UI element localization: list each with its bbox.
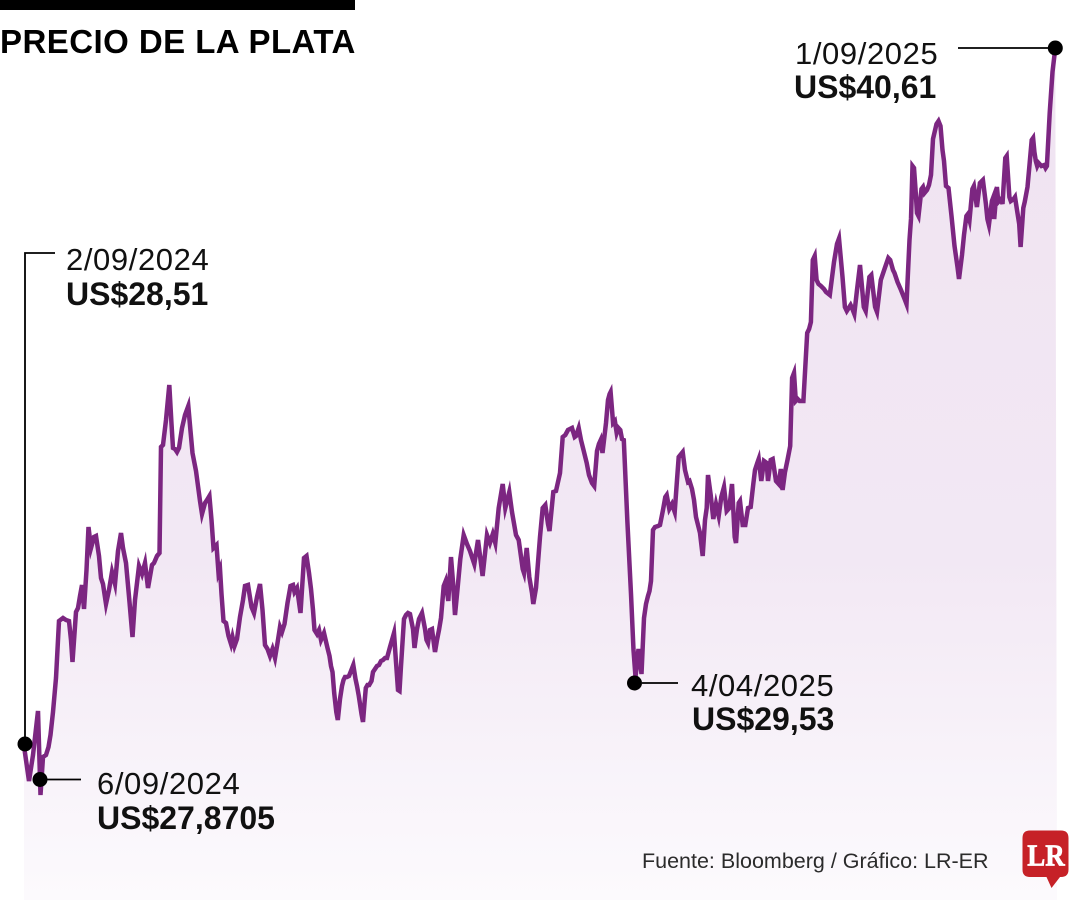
svg-text:US$28,51: US$28,51 [66,276,208,312]
svg-text:US$29,53: US$29,53 [692,701,834,737]
svg-text:4/04/2025: 4/04/2025 [691,668,834,703]
svg-text:6/09/2024: 6/09/2024 [97,766,240,801]
svg-text:LR: LR [1027,839,1065,873]
svg-text:US$27,8705: US$27,8705 [97,800,275,836]
svg-text:Fuente: Bloomberg / Gráfico: L: Fuente: Bloomberg / Gráfico: LR-ER [642,849,989,873]
svg-text:PRECIO DE LA PLATA: PRECIO DE LA PLATA [0,23,356,60]
svg-text:1/09/2025: 1/09/2025 [795,36,938,71]
svg-text:2/09/2024: 2/09/2024 [66,242,209,277]
svg-text:US$40,61: US$40,61 [794,69,936,105]
